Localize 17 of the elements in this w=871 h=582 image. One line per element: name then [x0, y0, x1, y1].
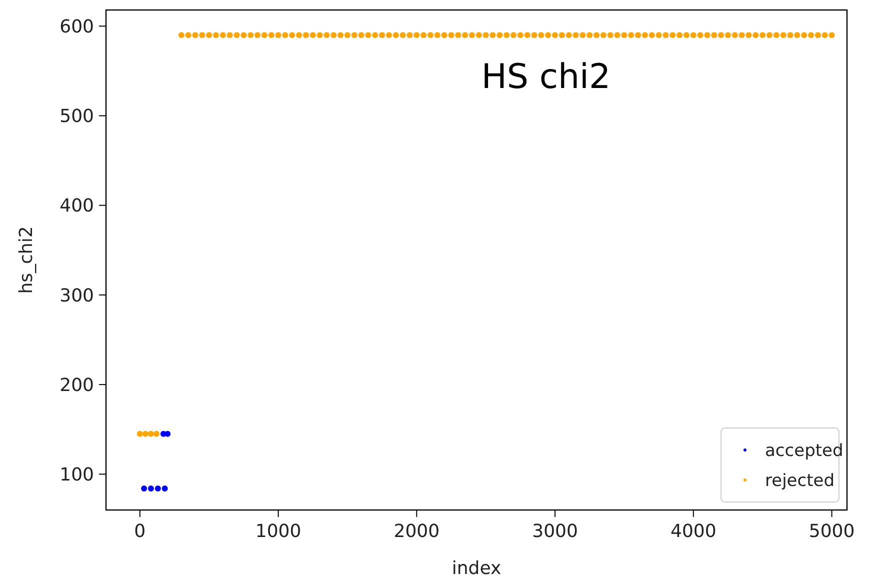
x-tick-label: 4000: [670, 521, 716, 542]
x-tick-label: 1000: [255, 521, 302, 542]
legend-label: rejected: [765, 470, 835, 491]
x-axis-title: index: [452, 558, 502, 579]
legend-label: accepted: [765, 440, 844, 461]
y-axis-title: hs_chi2: [16, 226, 37, 294]
y-tick-label: 100: [60, 464, 94, 486]
y-tick-label: 600: [60, 16, 94, 38]
x-tick-label: 2000: [394, 521, 440, 542]
annotation: HS chi2: [481, 57, 611, 97]
x-tick-label: 0: [134, 521, 146, 542]
x-tick-label: 5000: [808, 521, 855, 542]
y-tick-label: 200: [60, 374, 94, 396]
x-tick-label: 3000: [532, 521, 578, 542]
y-tick-label: 400: [60, 196, 94, 217]
y-tick-label: 500: [60, 106, 94, 128]
y-tick-label: 300: [60, 285, 94, 306]
